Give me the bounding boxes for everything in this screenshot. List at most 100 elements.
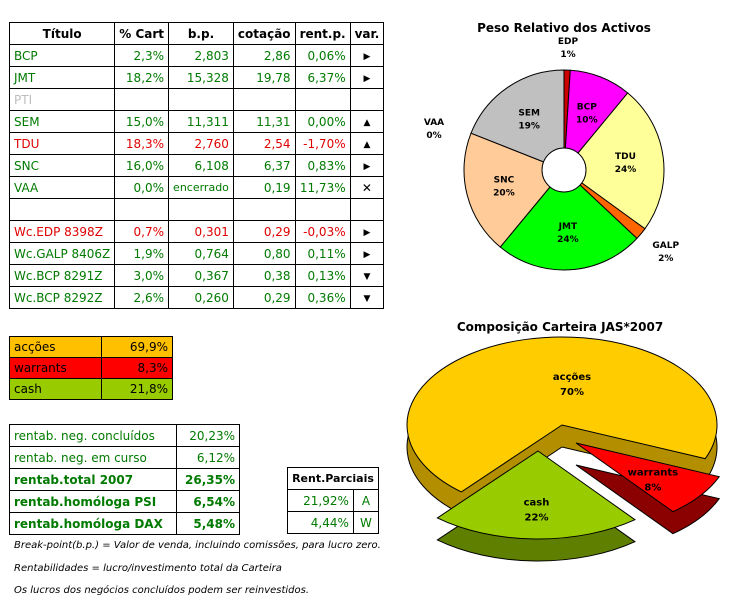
returns-value: 20,23%	[176, 424, 240, 447]
pie-slice-warrants	[575, 442, 721, 513]
table-row: SEM 15,0% 11,311 11,31 0,00% ▲	[8, 110, 385, 133]
cell-bp: 0,260	[168, 286, 234, 309]
partial-header: Rent.Parciais	[287, 467, 379, 490]
cell-bp	[168, 88, 234, 111]
cell-bp: 0,301	[168, 220, 234, 243]
table-row: BCP 2,3% 2,803 2,86 0,06% ▶	[8, 44, 385, 67]
cell-bp	[168, 198, 234, 221]
cell-cart: 15,0%	[114, 110, 170, 133]
pie-label-value: 8%	[644, 483, 661, 494]
cell-var: ▶	[349, 242, 385, 265]
cell-rent: 6,37%	[294, 66, 351, 89]
pie-label-category: cash	[524, 498, 550, 509]
chart-title: Peso Relativo dos Activos	[477, 21, 651, 35]
cell-rent: 0,83%	[294, 154, 351, 177]
table-row: SNC 16,0% 6,108 6,37 0,83% ▶	[8, 154, 385, 177]
cell-bp: 0,764	[168, 242, 234, 265]
pie-slice-side-warrants	[575, 464, 721, 535]
cell-bp: 2,803	[168, 44, 234, 67]
pie-label-value: 20%	[493, 188, 515, 198]
cell-titulo: TDU	[8, 132, 116, 155]
cell-bp: 6,108	[168, 154, 234, 177]
cell-cotacao	[232, 198, 296, 221]
cell-titulo: VAA	[8, 176, 116, 199]
table-row	[8, 198, 385, 221]
table-row: JMT 18,2% 15,328 19,78 6,37% ▶	[8, 66, 385, 89]
partial-row: 4,44% W	[287, 511, 380, 534]
cell-titulo: JMT	[8, 66, 116, 89]
pie-label-category: BCP	[577, 102, 597, 112]
cell-var	[349, 88, 385, 111]
pie-label-category: VAA	[424, 118, 444, 128]
down-arrow-icon: ▼	[363, 294, 371, 304]
cell-rent: -0,03%	[294, 220, 351, 243]
cell-rent: -1,70%	[294, 132, 351, 155]
cell-titulo: Wc.BCP 8291Z	[8, 264, 116, 287]
cell-cotacao	[232, 88, 296, 111]
chart-title: Composição Carteira JAS*2007	[457, 320, 663, 334]
pie-label-category: SNC	[494, 175, 515, 185]
cell-cotacao: 6,37	[232, 154, 296, 177]
portfolio-table: Título % Cart b.p. cotação rent.p. var. …	[8, 22, 385, 309]
cell-bp: 11,311	[168, 110, 234, 133]
table-row: Wc.BCP 8292Z 2,6% 0,260 0,29 0,36% ▼	[8, 286, 385, 309]
allocation-label: warrants	[8, 357, 103, 379]
cell-var	[349, 198, 385, 221]
cell-cotacao: 2,86	[232, 44, 296, 67]
cell-cart: 2,3%	[114, 44, 170, 67]
returns-label: rentab. neg. concluídos	[8, 424, 178, 447]
cell-rent: 0,13%	[294, 264, 351, 287]
cell-cotacao: 0,38	[232, 264, 296, 287]
cell-rent: 0,00%	[294, 110, 351, 133]
right-arrow-icon: ▶	[363, 52, 371, 62]
cell-titulo: Wc.BCP 8292Z	[8, 286, 116, 309]
cell-titulo: SNC	[8, 154, 116, 177]
returns-value: 26,35%	[176, 468, 240, 491]
cell-bp: 2,760	[168, 132, 234, 155]
allocation-value: 69,9%	[101, 336, 173, 358]
pie-label-value: 22%	[525, 513, 549, 524]
pie-label-value: 0%	[426, 131, 441, 141]
pie-label-value: 24%	[615, 165, 637, 175]
returns-row: rentab. neg. concluídos 20,23%	[8, 424, 240, 447]
right-arrow-icon: ▶	[363, 162, 371, 172]
cell-cotacao: 0,80	[232, 242, 296, 265]
pie-label-category: EDP	[558, 37, 579, 47]
cell-var: ▶	[349, 44, 385, 67]
x-mark-icon: ✕	[361, 180, 372, 195]
allocation-row: acções 69,9%	[8, 336, 173, 358]
table-row: Wc.EDP 8398Z 0,7% 0,301 0,29 -0,03% ▶	[8, 220, 385, 243]
cell-cart: 2,6%	[114, 286, 170, 309]
cell-cotacao: 0,29	[232, 286, 296, 309]
cell-rent: 11,73%	[294, 176, 351, 199]
allocation-row: cash 21,8%	[8, 378, 173, 400]
partial-value: 4,44%	[287, 511, 354, 534]
cell-cart: 0,7%	[114, 220, 170, 243]
pie-slice-snc	[463, 132, 565, 248]
pie-slice-sem	[470, 69, 565, 171]
col-header-cart: % Cart	[114, 22, 170, 45]
returns-label: rentab.total 2007	[8, 468, 178, 491]
returns-row: rentab.total 2007 26,35%	[8, 468, 240, 491]
returns-row: rentab.homóloga DAX 5,48%	[8, 512, 240, 535]
col-header-cotacao: cotação	[232, 22, 296, 45]
cell-cart: 18,2%	[114, 66, 170, 89]
table-row: PTI	[8, 88, 385, 111]
partial-returns-table: Rent.Parciais 21,92% A 4,44% W	[287, 467, 380, 534]
pie-center-hole	[541, 147, 587, 193]
note-rentabilidades: Rentabilidades = lucro/investimento tota…	[14, 563, 282, 574]
allocation-value: 21,8%	[101, 378, 173, 400]
allocation-label: cash	[8, 378, 103, 400]
right-arrow-icon: ▶	[363, 250, 371, 260]
cell-cart	[114, 88, 170, 111]
pie-slice-cash	[436, 450, 636, 540]
pie-label-value: 2%	[658, 254, 673, 264]
cell-var: ▼	[349, 286, 385, 309]
partial-index: W	[352, 511, 380, 534]
cell-titulo	[8, 198, 116, 221]
returns-table: rentab. neg. concluídos 20,23% rentab. n…	[8, 424, 240, 535]
up-arrow-icon: ▲	[363, 118, 371, 128]
cell-titulo: SEM	[8, 110, 116, 133]
cell-rent	[294, 198, 351, 221]
returns-value: 6,12%	[176, 446, 240, 469]
